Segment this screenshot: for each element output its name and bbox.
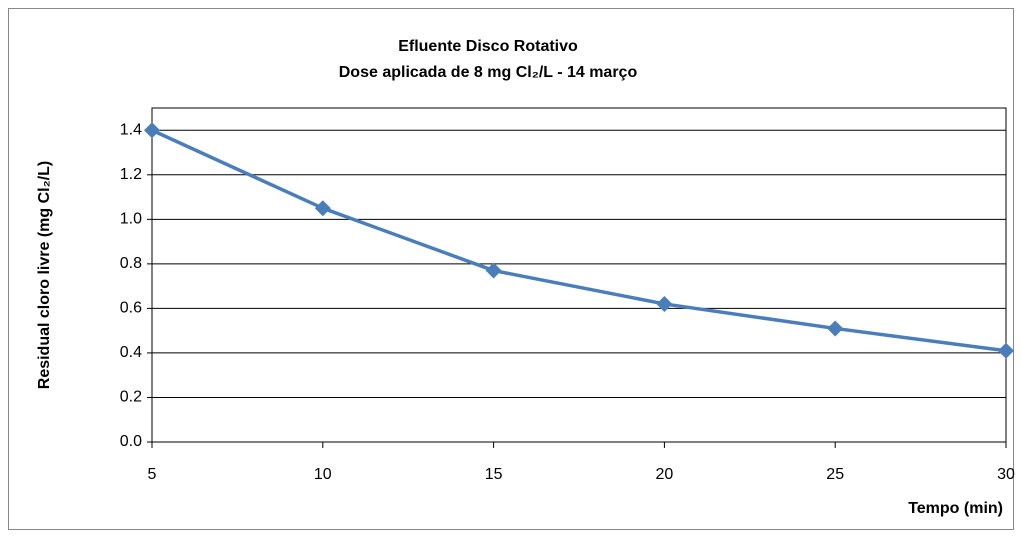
data-marker	[656, 295, 673, 312]
y-tick-label: 1.2	[120, 166, 142, 183]
x-tick-label: 10	[314, 466, 332, 483]
data-marker	[144, 122, 160, 139]
data-marker	[827, 320, 844, 337]
x-tick-label: 20	[656, 466, 674, 483]
x-axis-label: Tempo (min)	[908, 500, 1003, 517]
x-tick-label: 25	[826, 466, 844, 483]
x-tick-label: 30	[997, 466, 1015, 483]
data-marker	[314, 200, 331, 217]
y-tick-label: 1.4	[120, 121, 142, 138]
data-line	[151, 128, 1007, 353]
chart-title: Efluente Disco Rotativo	[398, 38, 578, 55]
plot-area	[151, 107, 1007, 443]
data-marker	[998, 342, 1014, 359]
y-tick-label: 1.0	[120, 211, 142, 228]
x-tick-label: 15	[485, 466, 503, 483]
x-tick-label: 5	[148, 466, 157, 483]
y-tick-label: 0.4	[120, 344, 142, 361]
y-tick-label: 0.0	[120, 433, 142, 450]
y-axis-label: Residual cloro livre (mg Cl₂/L)	[36, 161, 53, 389]
chart-subtitle: Dose aplicada de 8 mg Cl₂/L - 14 março	[339, 64, 638, 81]
y-tick-label: 0.8	[120, 255, 142, 272]
data-marker	[485, 262, 502, 279]
y-tick-label: 0.2	[120, 389, 142, 406]
y-tick-label: 0.6	[120, 300, 142, 317]
